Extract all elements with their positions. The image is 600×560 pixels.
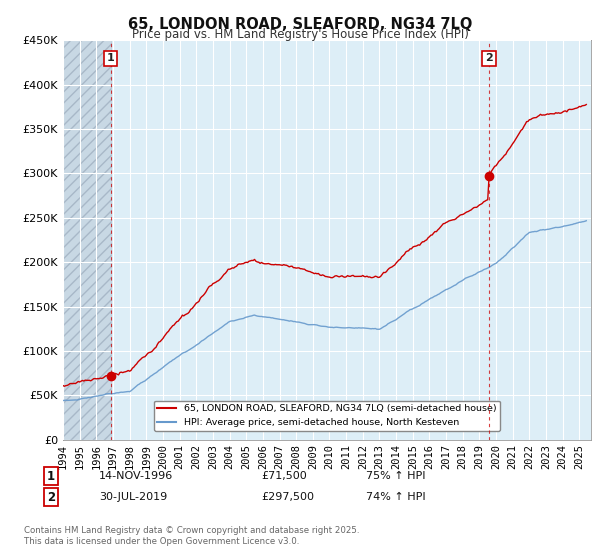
Text: £71,500: £71,500 xyxy=(261,471,307,481)
Text: 1: 1 xyxy=(47,469,55,483)
Text: Contains HM Land Registry data © Crown copyright and database right 2025.
This d: Contains HM Land Registry data © Crown c… xyxy=(24,526,359,546)
Text: 74% ↑ HPI: 74% ↑ HPI xyxy=(366,492,425,502)
Text: 14-NOV-1996: 14-NOV-1996 xyxy=(99,471,173,481)
Text: 1: 1 xyxy=(107,53,115,63)
Text: £297,500: £297,500 xyxy=(261,492,314,502)
Text: 2: 2 xyxy=(485,53,493,63)
Bar xyxy=(63,40,111,440)
Legend: 65, LONDON ROAD, SLEAFORD, NG34 7LQ (semi-detached house), HPI: Average price, s: 65, LONDON ROAD, SLEAFORD, NG34 7LQ (sem… xyxy=(154,400,500,431)
Text: 30-JUL-2019: 30-JUL-2019 xyxy=(99,492,167,502)
Text: 75% ↑ HPI: 75% ↑ HPI xyxy=(366,471,425,481)
Text: 2: 2 xyxy=(47,491,55,504)
Text: Price paid vs. HM Land Registry's House Price Index (HPI): Price paid vs. HM Land Registry's House … xyxy=(131,28,469,41)
Bar xyxy=(63,40,111,440)
Text: 65, LONDON ROAD, SLEAFORD, NG34 7LQ: 65, LONDON ROAD, SLEAFORD, NG34 7LQ xyxy=(128,17,472,32)
